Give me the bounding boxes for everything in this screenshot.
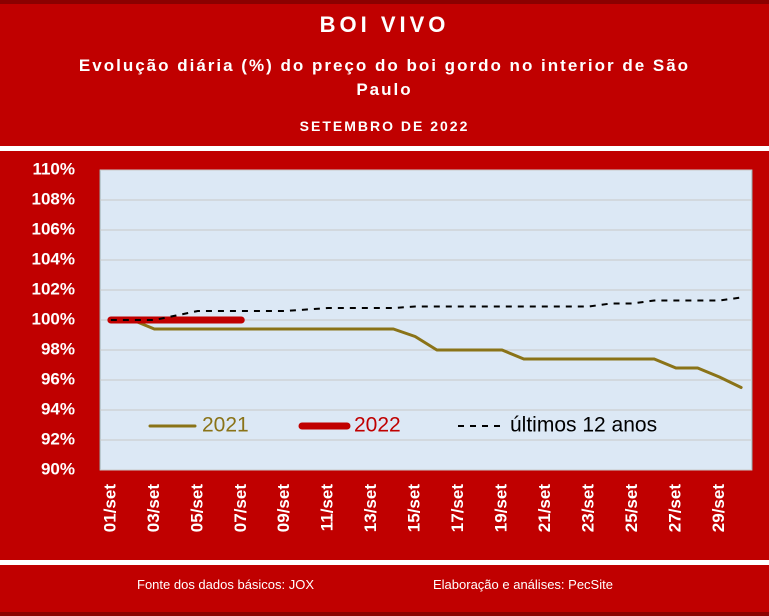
y-tick-label: 110%: [32, 159, 75, 178]
y-tick-label: 92%: [41, 429, 75, 448]
y-tick-label: 108%: [32, 189, 75, 208]
credit: Elaboração e análises: PecSite: [433, 577, 613, 592]
legend-label: 2021: [202, 414, 249, 437]
y-tick-label: 96%: [41, 369, 75, 388]
x-tick-label: 05/set: [187, 484, 206, 533]
x-tick-label: 03/set: [144, 484, 163, 533]
source: Fonte dos dados básicos: JOX: [137, 577, 315, 592]
chart: 90% 92% 94% 96% 98% 100% 102% 104% 106% 108% 110% 0…: [32, 159, 753, 533]
y-tick-label: 98%: [41, 339, 75, 358]
y-tick-label: 90%: [41, 459, 75, 478]
subtitle: Evolução diária (%) do preço do boi gord…: [78, 56, 691, 99]
y-tick-label: 100%: [32, 309, 75, 328]
legend-label: últimos 12 anos: [510, 414, 657, 437]
header-band: [0, 0, 769, 146]
x-tick-label: 21/set: [535, 484, 554, 533]
title: BOI VIVO: [319, 12, 450, 37]
x-tick-label: 09/set: [274, 484, 293, 533]
period: SETEMBRO DE 2022: [299, 118, 470, 134]
x-tick-label: 25/set: [622, 484, 641, 533]
x-tick-label: 23/set: [578, 484, 597, 533]
x-tick-label: 07/set: [231, 484, 250, 533]
y-tick-label: 106%: [32, 219, 75, 238]
x-tick-label: 01/set: [100, 484, 119, 533]
y-tick-label: 94%: [41, 399, 75, 418]
footer-band: [0, 565, 769, 616]
x-tick-label: 17/set: [448, 484, 467, 533]
x-tick-label: 19/set: [492, 484, 511, 533]
legend-label: 2022: [354, 414, 401, 437]
x-tick-label: 11/set: [318, 484, 337, 532]
x-tick-label: 13/set: [361, 484, 380, 533]
x-tick-label: 27/set: [665, 484, 684, 533]
y-tick-label: 102%: [32, 279, 75, 298]
x-tick-label: 29/set: [709, 484, 728, 533]
line-series: [110, 296, 742, 321]
x-tick-label: 15/set: [405, 484, 424, 533]
line-series: [109, 318, 743, 389]
y-tick-label: 104%: [32, 249, 75, 268]
